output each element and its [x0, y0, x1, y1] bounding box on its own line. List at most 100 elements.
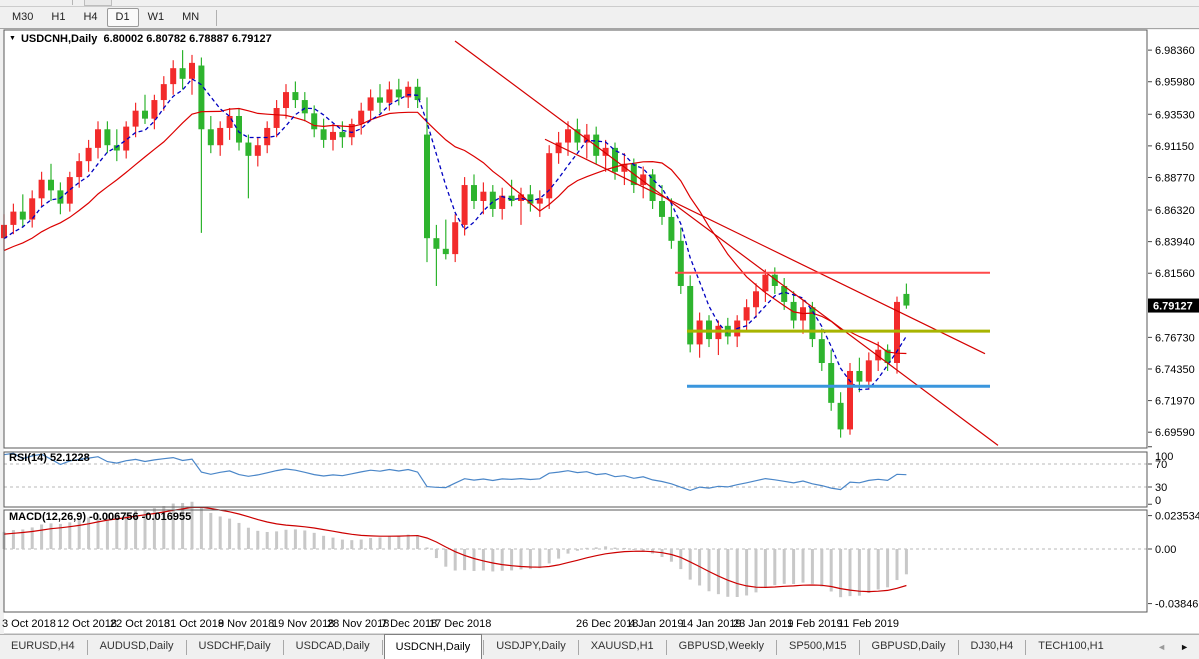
candle-body [38, 179, 45, 199]
candle-body [19, 211, 26, 220]
candle-body [508, 195, 515, 201]
rsi-axis-label: 70 [1155, 459, 1167, 471]
candle-body [179, 68, 186, 79]
macd-bar [867, 549, 871, 593]
tab-audusd-daily[interactable]: AUDUSD,Daily [99, 640, 174, 652]
macd-bar [848, 549, 852, 597]
candle-body [95, 129, 101, 148]
macd-bar [378, 537, 382, 549]
tab-usdcad-daily[interactable]: USDCAD,Daily [295, 640, 370, 652]
macd-bar [773, 549, 777, 586]
candle-body [386, 89, 393, 103]
tab-usdjpy-daily[interactable]: USDJPY,Daily [496, 640, 566, 652]
macd-bar [669, 549, 673, 562]
macd-histogram [2, 501, 908, 598]
price-axis-label: 6.71970 [1155, 396, 1195, 408]
candle-body [856, 370, 863, 382]
date-axis-label: 3 Oct 2018 [2, 618, 56, 630]
timeframe-button-w1[interactable]: W1 [147, 11, 165, 23]
tab-eurusd-h4[interactable]: EURUSD,H4 [11, 640, 75, 652]
candle-body [207, 129, 214, 146]
macd-bar [218, 516, 222, 549]
tab-separator [483, 640, 485, 655]
macd-bar [886, 549, 890, 588]
macd-bar [181, 503, 185, 549]
rsi-pane[interactable] [4, 452, 1147, 507]
tab-gbpusd-daily[interactable]: GBPUSD,Daily [871, 640, 946, 652]
chart-dropdown-icon[interactable]: ▼ [9, 35, 16, 42]
macd-bar [566, 549, 570, 554]
macd-bar [209, 512, 213, 549]
macd-bar [49, 523, 53, 549]
main-chart-pane[interactable] [4, 30, 1147, 449]
macd-bar [115, 513, 119, 549]
date-axis-label: 1 Feb 2019 [787, 618, 843, 630]
candle-body [170, 68, 177, 85]
tab-usdchf-daily[interactable]: USDCHF,Daily [198, 640, 271, 652]
candle-body [123, 126, 130, 151]
tab-scroll-right-icon[interactable]: ► [1180, 641, 1189, 652]
candle-body [348, 123, 355, 138]
macd-bar [246, 527, 250, 549]
macd-bar [152, 508, 156, 549]
tab-sp500-m15[interactable]: SP500,M15 [789, 640, 847, 652]
macd-bar [707, 549, 711, 592]
macd-bar [820, 549, 824, 587]
macd-bar [171, 503, 175, 549]
macd-bar [96, 514, 100, 549]
candle-body [743, 307, 750, 321]
candle-body [292, 92, 299, 101]
macd-bar [622, 547, 626, 549]
tab-xauusd-h1[interactable]: XAUUSD,H1 [590, 640, 654, 652]
macd-bar [547, 549, 551, 564]
macd-bar [792, 549, 796, 585]
price-axis-label: 6.69590 [1155, 427, 1195, 439]
macd-bar [557, 549, 561, 559]
timeframe-button-d1[interactable]: D1 [106, 8, 139, 27]
macd-bar [716, 549, 720, 595]
timeframe-button-h1[interactable]: H1 [51, 11, 66, 23]
timeframe-button-m30[interactable]: M30 [12, 11, 34, 23]
rsi-axis-label: 100 [1155, 451, 1173, 463]
candle-body [884, 349, 891, 364]
tab-tech100-h1[interactable]: TECH100,H1 [1038, 640, 1104, 652]
candle-body [301, 100, 308, 114]
macd-bar [312, 532, 316, 549]
toolbar-separator [216, 9, 218, 26]
macd-bar [857, 549, 861, 596]
macd-bar [40, 524, 44, 549]
candle-body [837, 402, 844, 430]
candle-body [395, 89, 402, 98]
macd-axis-label: 0.00 [1155, 544, 1176, 556]
toolbar-button-edge [84, 0, 112, 6]
tab-scroll-left-icon[interactable]: ◄ [1157, 641, 1167, 652]
macd-bar [350, 540, 354, 549]
macd-bar [481, 549, 485, 571]
timeframe-button-mn[interactable]: MN [182, 11, 200, 23]
macd-bar [632, 549, 636, 551]
price-axis-label: 6.95980 [1155, 77, 1195, 89]
trendline-shallow[interactable] [544, 138, 986, 355]
tab-gbpusd-weekly[interactable]: GBPUSD,Weekly [678, 640, 765, 652]
candle-body [311, 113, 318, 130]
trendline-steep[interactable] [454, 40, 999, 446]
tab-separator [381, 640, 383, 655]
tab-usdcnh-daily[interactable]: USDCNH,Daily [383, 634, 483, 659]
date-axis-label: 26 Dec 2018 [576, 618, 638, 630]
macd-bar [876, 549, 880, 590]
macd-bar [453, 549, 457, 571]
candle-body [461, 185, 468, 225]
macd-bar [265, 531, 269, 549]
date-axis-label: 22 Oct 2018 [110, 618, 170, 630]
timeframe-button-h4[interactable]: H4 [83, 11, 98, 23]
candle-body [442, 248, 449, 255]
candle-body [358, 110, 365, 124]
tab-dj30-h4[interactable]: DJ30,H4 [970, 640, 1014, 652]
price-axis-label: 6.91150 [1155, 141, 1194, 153]
candle-body [104, 129, 111, 146]
macd-bar [782, 549, 786, 584]
candle-body [339, 131, 346, 138]
price-axis-label: 6.74350 [1155, 364, 1195, 376]
date-axis-label: 11 Feb 2019 [838, 618, 899, 630]
